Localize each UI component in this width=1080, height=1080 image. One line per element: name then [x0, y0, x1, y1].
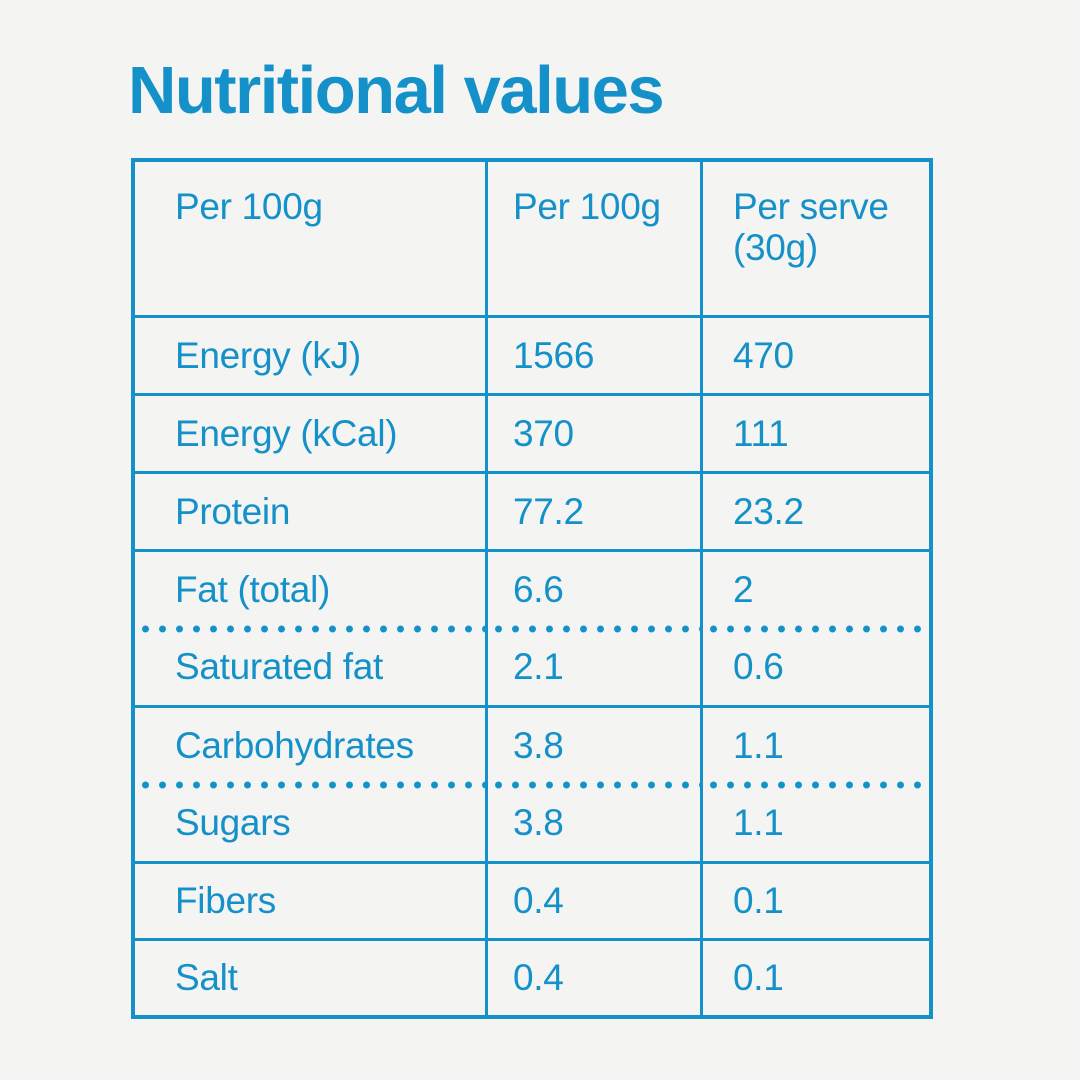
row-label-protein: Protein: [135, 471, 485, 549]
row-value-fibers-perserve: 0.1: [700, 861, 929, 938]
row-value-energy-kj-perserve: 470: [700, 315, 929, 393]
row-value-saturated-fat-perserve: 0.6: [733, 645, 784, 687]
row-value-saturated-fat-per100g: 2.1: [513, 645, 564, 687]
row-value-fibers-per100g: 0.4: [485, 861, 700, 938]
row-value-carbohydrates-perserve: 1.1: [733, 725, 784, 767]
row-value-energy-kj-per100g: 1566: [485, 315, 700, 393]
row-value-salt-per100g: 0.4: [485, 938, 700, 1015]
group-values-fat-per100g: 6.6 2.1: [485, 549, 700, 705]
column-header-per-100g: Per 100g: [485, 162, 700, 315]
row-label-fat-total: Fat (total): [175, 569, 331, 611]
group-values-fat-perserve: 2 0.6: [700, 549, 929, 705]
group-labels-fat: Fat (total) Saturated fat: [135, 549, 485, 705]
row-value-protein-per100g: 77.2: [485, 471, 700, 549]
page-title: Nutritional values: [128, 53, 665, 128]
row-label-energy-kj: Energy (kJ): [135, 315, 485, 393]
nutrition-table: Per 100g Per 100g Per serve (30g) Energy…: [131, 158, 933, 1019]
row-label-carbohydrates: Carbohydrates: [175, 725, 414, 767]
row-value-fat-total-per100g: 6.6: [513, 569, 564, 611]
row-value-energy-kcal-per100g: 370: [485, 393, 700, 471]
row-value-sugars-perserve: 1.1: [733, 801, 784, 843]
row-label-salt: Salt: [135, 938, 485, 1015]
column-header-per-serve: Per serve (30g): [700, 162, 929, 315]
group-labels-carbohydrates: Carbohydrates Sugars: [135, 705, 485, 861]
row-label-saturated-fat: Saturated fat: [175, 645, 383, 687]
group-values-carbohydrates-per100g: 3.8 3.8: [485, 705, 700, 861]
row-value-salt-perserve: 0.1: [700, 938, 929, 1015]
row-label-fibers: Fibers: [135, 861, 485, 938]
row-value-energy-kcal-perserve: 111: [700, 393, 929, 471]
group-values-carbohydrates-perserve: 1.1 1.1: [700, 705, 929, 861]
row-value-fat-total-perserve: 2: [733, 569, 754, 611]
row-label-energy-kcal: Energy (kCal): [135, 393, 485, 471]
row-label-sugars: Sugars: [175, 801, 291, 843]
row-value-sugars-per100g: 3.8: [513, 801, 564, 843]
column-header-nutrient: Per 100g: [175, 186, 323, 227]
row-value-protein-perserve: 23.2: [700, 471, 929, 549]
row-value-carbohydrates-per100g: 3.8: [513, 725, 564, 767]
